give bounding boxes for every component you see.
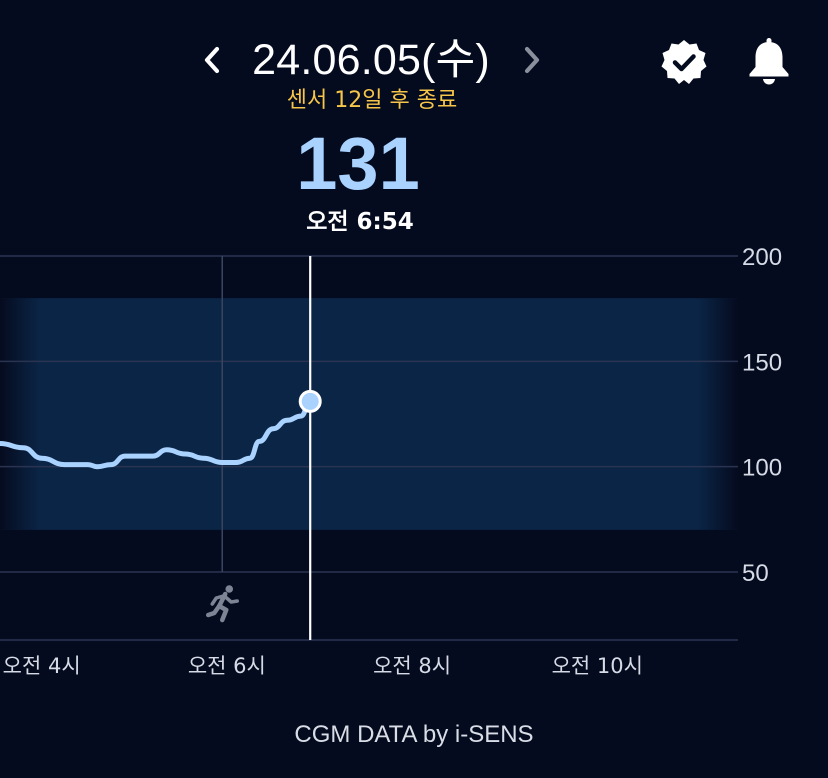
- x-tick-10: 오전 10시: [552, 654, 643, 678]
- sensor-status: 센서 12일 후 종료: [286, 88, 458, 113]
- next-day-button[interactable]: [512, 36, 552, 84]
- y-tick-100: 100: [742, 455, 782, 482]
- running-person-part-1: [216, 591, 229, 623]
- chevron-right-icon: [524, 46, 540, 74]
- data-credit: CGM DATA by i-SENS: [294, 721, 534, 748]
- glucose-series-line-0: [0, 398, 313, 470]
- x-tick-8: 오전 8시: [373, 654, 451, 678]
- target-range-band: [0, 298, 738, 530]
- notification-button[interactable]: [744, 36, 794, 86]
- running-person-part-3: [222, 594, 239, 604]
- running-person-part-4: [210, 594, 225, 606]
- verified-badge-icon: [661, 40, 707, 84]
- date-title[interactable]: 24.06.05(수): [252, 36, 490, 84]
- chevron-left-icon: [204, 46, 220, 74]
- y-tick-50: 50: [742, 560, 769, 587]
- band-fade-right: [698, 298, 738, 530]
- bell-icon: [749, 38, 789, 85]
- running-person-part-0: [225, 585, 234, 593]
- y-tick-200: 200: [742, 244, 782, 271]
- x-tick-4: 오전 4시: [3, 654, 81, 678]
- band-fade-left: [0, 298, 40, 530]
- running-person-icon[interactable]: [205, 585, 239, 623]
- glucose-time: 오전 6:54: [306, 209, 414, 235]
- glucose-chart[interactable]: 200 150 100 50 오전 4시 오전 6시 오전 8시 오전 10시: [0, 240, 828, 690]
- running-person-part-2: [205, 603, 222, 618]
- verified-button[interactable]: [660, 38, 708, 86]
- y-tick-150: 150: [742, 349, 782, 376]
- glucose-value: 131: [296, 122, 420, 205]
- x-tick-6: 오전 6시: [188, 654, 266, 678]
- prev-day-button[interactable]: [192, 36, 232, 84]
- current-reading-point[interactable]: [298, 389, 322, 413]
